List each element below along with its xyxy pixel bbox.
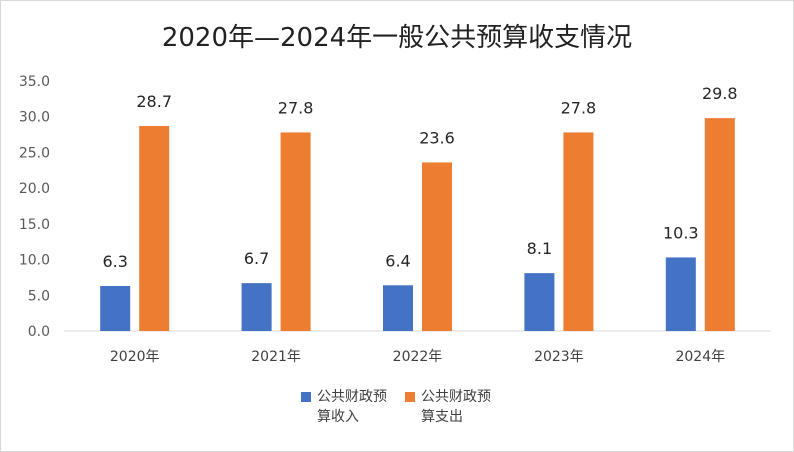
legend-swatch-income bbox=[301, 392, 311, 402]
expenditure-bar bbox=[280, 132, 311, 331]
income-bar bbox=[524, 273, 555, 331]
x-tick-label: 2020年 bbox=[110, 349, 160, 365]
y-tick-label: 30.0 bbox=[19, 110, 50, 126]
expenditure-bar bbox=[563, 132, 594, 331]
chart-title: 2020年—2024年一般公共预算收支情况 bbox=[161, 23, 633, 53]
y-tick-label: 20.0 bbox=[19, 181, 50, 197]
x-tick-label: 2024年 bbox=[675, 349, 725, 365]
y-tick-label: 0.0 bbox=[28, 324, 50, 340]
income-data-label: 6.3 bbox=[102, 252, 127, 271]
legend-item-expenditure: 公共财政预算支出 bbox=[405, 387, 499, 427]
x-tick-label: 2022年 bbox=[393, 349, 443, 365]
expenditure-bar bbox=[139, 126, 170, 331]
y-tick-label: 5.0 bbox=[28, 288, 50, 304]
income-data-label: 6.7 bbox=[244, 249, 269, 268]
legend-item-income: 公共财政预算收入 bbox=[301, 387, 395, 427]
income-data-label: 10.3 bbox=[663, 223, 699, 242]
expenditure-data-label: 28.7 bbox=[136, 92, 172, 111]
income-data-label: 6.4 bbox=[385, 251, 410, 270]
expenditure-data-label: 23.6 bbox=[419, 128, 455, 147]
y-tick-label: 10.0 bbox=[19, 253, 50, 269]
income-data-label: 8.1 bbox=[527, 239, 552, 258]
legend-label-expenditure: 公共财政预算支出 bbox=[421, 389, 491, 425]
income-bar bbox=[665, 257, 696, 331]
expenditure-data-label: 27.8 bbox=[561, 98, 597, 117]
y-tick-label: 35.0 bbox=[19, 74, 50, 90]
expenditure-data-label: 27.8 bbox=[278, 98, 314, 117]
x-tick-label: 2023年 bbox=[534, 349, 584, 365]
legend-label-income: 公共财政预算收入 bbox=[317, 389, 387, 425]
income-bar bbox=[100, 286, 131, 331]
income-bar bbox=[241, 283, 272, 331]
legend-swatch-expenditure bbox=[405, 392, 415, 402]
legend: 公共财政预算收入 公共财政预算支出 bbox=[301, 387, 499, 427]
expenditure-bar bbox=[422, 162, 452, 331]
expenditure-data-label: 29.8 bbox=[702, 84, 738, 103]
expenditure-bar bbox=[704, 118, 735, 332]
x-tick-label: 2021年 bbox=[251, 349, 301, 365]
y-tick-label: 15.0 bbox=[19, 217, 50, 233]
y-tick-label: 25.0 bbox=[19, 145, 50, 161]
income-bar bbox=[383, 285, 413, 331]
